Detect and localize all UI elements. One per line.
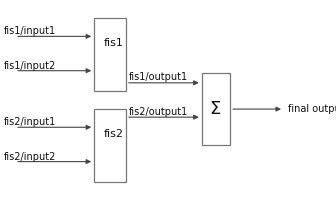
Text: fis1/output1: fis1/output1: [128, 72, 187, 82]
Text: Σ: Σ: [209, 100, 220, 118]
Text: fis2/output1: fis2/output1: [128, 106, 187, 117]
Bar: [94, 18, 126, 91]
Bar: [202, 73, 230, 145]
Text: fis1/input2: fis1/input2: [4, 61, 56, 71]
Text: fis2/input2: fis2/input2: [4, 152, 56, 162]
Text: final output: final output: [288, 104, 336, 114]
Bar: [94, 109, 126, 182]
Text: fis1: fis1: [103, 38, 123, 48]
Text: fis1/input1: fis1/input1: [4, 26, 56, 36]
Text: fis2: fis2: [103, 129, 124, 139]
Text: fis2/input1: fis2/input1: [4, 117, 56, 127]
